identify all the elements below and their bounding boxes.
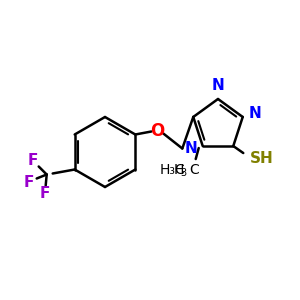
Text: 3: 3 bbox=[181, 168, 187, 178]
Text: N: N bbox=[185, 140, 198, 155]
Text: N: N bbox=[249, 106, 262, 122]
Text: F: F bbox=[40, 186, 50, 201]
Text: O: O bbox=[150, 122, 164, 140]
Text: F: F bbox=[23, 175, 34, 190]
Text: C: C bbox=[189, 163, 199, 177]
Text: H: H bbox=[173, 163, 184, 177]
Text: SH: SH bbox=[250, 151, 274, 166]
Text: F: F bbox=[28, 153, 38, 168]
Text: N: N bbox=[212, 78, 224, 93]
Text: H₃C: H₃C bbox=[160, 163, 186, 177]
